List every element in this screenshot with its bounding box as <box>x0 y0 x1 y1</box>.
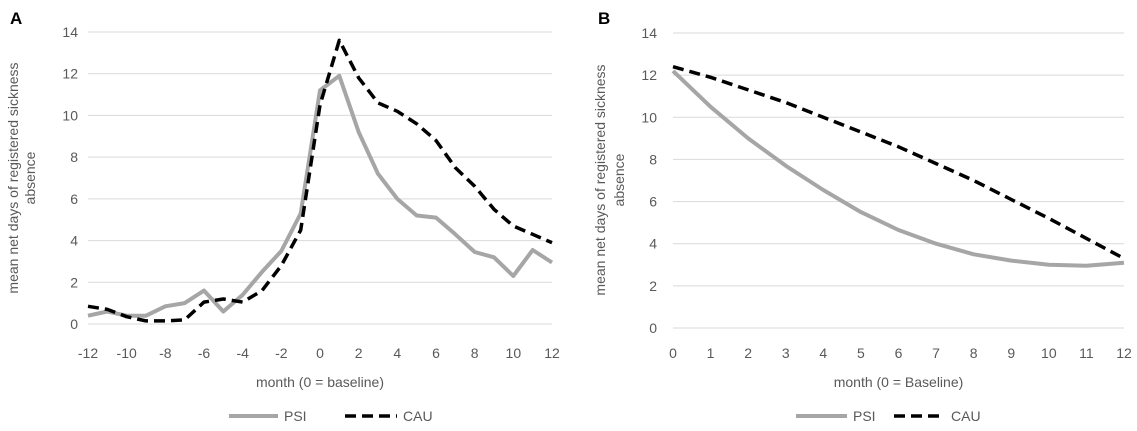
x-tick-label: 10 <box>1041 345 1057 361</box>
x-tick-label: 7 <box>932 345 940 361</box>
series-line-cau <box>672 65 1125 261</box>
y-tick-label: 14 <box>62 24 78 40</box>
x-tick-label: -8 <box>159 345 172 361</box>
legend-label-cau: CAU <box>951 408 981 424</box>
x-tick-label: 2 <box>744 345 752 361</box>
x-tick-label: 4 <box>819 345 827 361</box>
y-axis-title-line: absence <box>611 153 627 206</box>
y-axis-title-line: mean net days of registered sickness <box>5 62 21 293</box>
x-tick-label: 0 <box>669 345 677 361</box>
x-tick-label: 4 <box>393 345 401 361</box>
legend-label-cau: CAU <box>403 408 433 424</box>
legend-label-psi: PSI <box>284 408 307 424</box>
y-tick-label: 12 <box>641 67 657 83</box>
y-tick-label: 14 <box>641 25 657 41</box>
y-tick-label: 8 <box>649 151 657 167</box>
y-axis-title-line: absence <box>22 151 38 204</box>
x-tick-label: -12 <box>78 345 98 361</box>
x-tick-label: 6 <box>432 345 440 361</box>
y-tick-label: 0 <box>70 316 78 332</box>
x-tick-label: 5 <box>857 345 865 361</box>
x-axis-title: month (0 = baseline) <box>256 374 384 390</box>
x-tick-label: 12 <box>1116 345 1132 361</box>
y-tick-label: 2 <box>70 274 78 290</box>
x-tick-label: 1 <box>707 345 715 361</box>
y-tick-label: 2 <box>649 278 657 294</box>
x-tick-label: -6 <box>198 345 211 361</box>
x-tick-label: 8 <box>471 345 479 361</box>
y-tick-label: 10 <box>62 107 78 123</box>
x-tick-label: 3 <box>782 345 790 361</box>
x-axis-title: month (0 = Baseline) <box>834 374 964 390</box>
y-tick-label: 0 <box>649 320 657 336</box>
x-tick-label: 10 <box>506 345 522 361</box>
y-tick-label: 4 <box>649 236 657 252</box>
panel-a-label: A <box>10 9 22 28</box>
y-tick-label: 8 <box>70 149 78 165</box>
x-tick-label: 9 <box>1007 345 1015 361</box>
panel-b-label: B <box>598 9 610 28</box>
panel-a-chart: A 0 2 4 6 8 10 12 14 -12 -10 -8 -6 -4 -2 0 2 4 6 8 10 12 mont… <box>5 9 560 424</box>
x-tick-label: 11 <box>1079 345 1094 361</box>
series-line-cau <box>87 38 553 323</box>
legend-label-psi: PSI <box>853 408 876 424</box>
series-line-psi <box>87 73 554 318</box>
y-tick-label: 4 <box>70 233 78 249</box>
x-tick-label: 8 <box>970 345 978 361</box>
series-line-psi <box>671 69 1125 268</box>
x-tick-label: -4 <box>236 345 249 361</box>
x-tick-label: 0 <box>316 345 324 361</box>
x-tick-label: -10 <box>117 345 137 361</box>
y-tick-label: 6 <box>70 191 78 207</box>
x-tick-label: 12 <box>544 345 560 361</box>
y-axis-title-line: mean net days of registered sickness <box>592 64 608 295</box>
y-tick-label: 10 <box>641 109 657 125</box>
y-tick-label: 12 <box>62 66 78 82</box>
x-tick-label: 6 <box>895 345 903 361</box>
x-tick-label: 2 <box>355 345 363 361</box>
y-tick-label: 6 <box>649 194 657 210</box>
x-tick-label: -2 <box>275 345 288 361</box>
